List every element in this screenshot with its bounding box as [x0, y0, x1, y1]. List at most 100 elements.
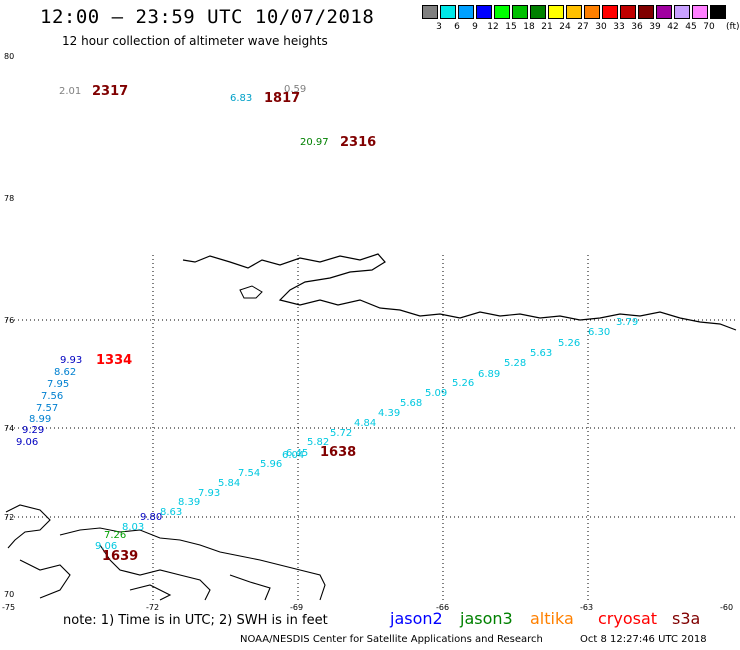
legend-swatch: [440, 5, 456, 19]
wave-value: 9.06: [95, 541, 118, 552]
legend-label: 21: [541, 22, 553, 32]
wave-value: 0.59: [284, 84, 307, 95]
page-subtitle: 12 hour collection of altimeter wave hei…: [62, 34, 328, 48]
time-label: 2317: [92, 84, 129, 99]
wave-value: 5.09: [425, 388, 448, 399]
wave-value: 2.01: [59, 86, 82, 97]
credit-line: NOAA/NESDIS Center for Satellite Applica…: [240, 634, 543, 645]
coastline-island: [239, 285, 263, 299]
wave-value: 20.97: [300, 137, 329, 148]
lon-label: -69: [290, 603, 304, 612]
legend-swatch: [710, 5, 726, 19]
satellite-jason3: jason3: [460, 609, 513, 628]
wave-value: 7.26: [104, 530, 127, 541]
page-title: 12:00 – 23:59 UTC 10/07/2018: [40, 6, 375, 28]
time-label: 1639: [102, 549, 139, 564]
legend-swatch: [458, 5, 474, 19]
wave-value: 5.82: [307, 437, 330, 448]
wave-value: 6.83: [230, 93, 253, 104]
legend-swatch: [638, 5, 654, 19]
legend-swatch: [494, 5, 510, 19]
satellite-jason2: jason2: [390, 609, 443, 628]
lat-label: 70: [4, 590, 15, 599]
legend-swatch: [530, 5, 546, 19]
wave-value: 5.63: [530, 348, 553, 359]
wave-value: 8.99: [29, 414, 52, 425]
wave-value: 7.95: [47, 379, 70, 390]
legend-label: 36: [631, 22, 643, 32]
wave-value: 5.28: [504, 358, 527, 369]
legend-label: 45: [685, 22, 697, 32]
wave-value: 9.93: [60, 355, 83, 366]
legend-swatch: [548, 5, 564, 19]
legend-label: 18: [523, 22, 535, 32]
legend-label: 3: [436, 22, 442, 32]
wave-value: 8.62: [54, 367, 77, 378]
legend-label: 27: [577, 22, 589, 32]
wave-value: 9.80: [140, 512, 163, 523]
wave-value: 7.56: [41, 391, 64, 402]
wave-value: 7.93: [198, 488, 221, 499]
legend-label: 12: [487, 22, 499, 32]
legend-swatch: [674, 5, 690, 19]
lat-label: 76: [4, 316, 15, 325]
satellite-altika: altika: [530, 609, 574, 628]
lon-label: -72: [146, 603, 160, 612]
time-label: 2316: [340, 135, 377, 150]
legend-swatch: [566, 5, 582, 19]
legend-label: 39: [649, 22, 661, 32]
lon-label: -60: [720, 603, 734, 612]
wave-value: 6.89: [478, 369, 501, 380]
legend-label: 33: [613, 22, 625, 32]
legend-unit: (ft): [726, 22, 740, 32]
wave-value: 5.72: [330, 428, 353, 439]
wave-value: 5.84: [218, 478, 241, 489]
legend-label: 70: [703, 22, 715, 32]
wave-height-legend: (ft) 3 6 9 12 15 18 21 24 27 30 33 36 39 42 45 70: [422, 5, 740, 35]
wave-value: 8.39: [178, 497, 201, 508]
legend-swatch: [584, 5, 600, 19]
wave-value: 3.79: [616, 317, 639, 328]
wave-value: 7.57: [36, 403, 59, 414]
lat-label: 72: [4, 513, 15, 522]
satellite-s3a: s3a: [672, 609, 701, 628]
wave-value: 6.30: [588, 327, 611, 338]
lat-label: 74: [4, 424, 15, 433]
wave-value: 8.63: [160, 507, 183, 518]
wave-value: 9.06: [16, 437, 39, 448]
time-label: 1817: [264, 91, 301, 106]
wave-value: 4.39: [378, 408, 401, 419]
satellite-cryosat: cryosat: [598, 609, 658, 628]
legend-swatch: [692, 5, 708, 19]
lon-label: -66: [436, 603, 450, 612]
legend-label: 24: [559, 22, 571, 32]
coastline-baffin: [5, 504, 326, 601]
wave-value: 5.26: [452, 378, 475, 389]
wave-value: 6.04: [282, 450, 305, 461]
wave-value: 9.29: [22, 425, 45, 436]
legend-label: 9: [472, 22, 478, 32]
time-label: 1334: [96, 353, 133, 368]
lat-label: 78: [4, 194, 15, 203]
legend-swatch: [602, 5, 618, 19]
legend-swatch: [476, 5, 492, 19]
legend-swatch: [620, 5, 636, 19]
time-label: 1638: [320, 445, 357, 460]
graticule: [6, 255, 736, 600]
legend-swatch: [656, 5, 672, 19]
legend-swatch: [422, 5, 438, 19]
wave-value: 4.84: [354, 418, 377, 429]
wave-value: 7.54: [238, 468, 261, 479]
wave-value: 5.96: [260, 459, 283, 470]
legend-swatch: [512, 5, 528, 19]
legend-label: 6: [454, 22, 460, 32]
timestamp: Oct 8 12:27:46 UTC 2018: [580, 634, 707, 645]
lon-label: -63: [580, 603, 594, 612]
wave-value: 6.45: [286, 448, 309, 459]
legend-label: 42: [667, 22, 679, 32]
legend-label: 30: [595, 22, 607, 32]
wave-value: 5.26: [558, 338, 581, 349]
coastline-greenland: [182, 253, 737, 331]
lon-label: -75: [2, 603, 16, 612]
